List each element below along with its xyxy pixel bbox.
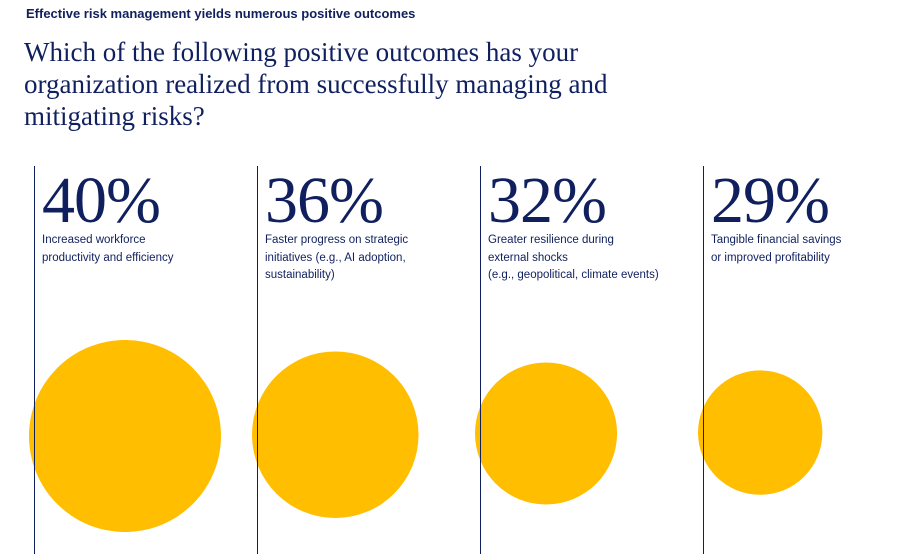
value-label: 40%	[42, 164, 161, 237]
column-rule	[257, 166, 258, 554]
chart-kicker: Effective risk management yields numerou…	[26, 6, 416, 21]
column-rule	[480, 166, 481, 554]
category-label: Tangible financial savings or improved p…	[711, 234, 842, 264]
outcome-column-4: 29% Tangible financial savings or improv…	[703, 166, 900, 554]
category-label: Greater resilience during external shock…	[488, 234, 659, 281]
column-rule	[34, 166, 35, 554]
column-rule	[703, 166, 704, 554]
value-label: 32%	[488, 164, 607, 237]
category-label: Faster progress on strategic initiatives…	[265, 234, 409, 281]
chart-question: Which of the following positive outcomes…	[24, 37, 608, 131]
outcome-column-2: 36% Faster progress on strategic initiat…	[257, 166, 467, 554]
outcome-column-1: 40% Increased workforce productivity and…	[34, 166, 244, 554]
category-label: Increased workforce productivity and eff…	[42, 234, 174, 264]
outcome-column-3: 32% Greater resilience during external s…	[480, 166, 690, 554]
value-label: 29%	[711, 164, 830, 237]
value-label: 36%	[265, 164, 384, 237]
